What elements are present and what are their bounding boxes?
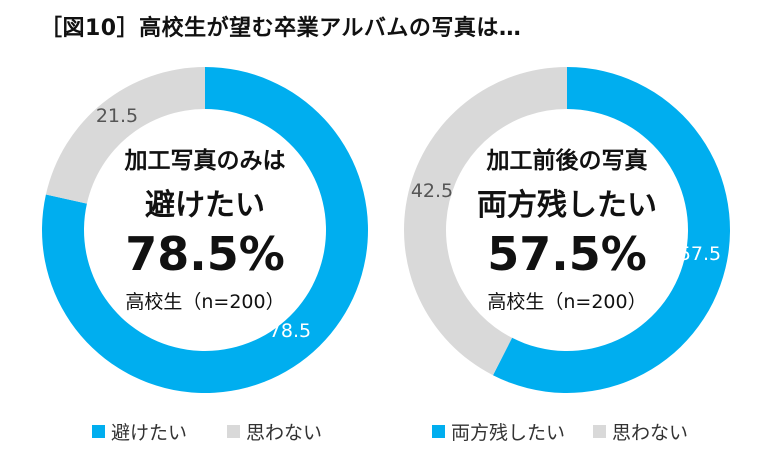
legend-right: 両方残したい 思わない	[432, 418, 688, 445]
center-percentage: 78.5%	[125, 227, 285, 281]
center-answer: 両方残したい	[477, 188, 657, 223]
legend-swatch-blue	[432, 425, 445, 438]
legend-label: 思わない	[246, 422, 323, 444]
donut-slice-blue	[492, 67, 730, 393]
legend-label: 両方残したい	[451, 422, 566, 444]
donut-slice-gray	[404, 67, 567, 376]
data-label: 42.5	[411, 180, 453, 202]
donut-slice-gray	[45, 67, 205, 204]
legend-label: 避けたい	[111, 422, 188, 444]
data-label: 57.5	[679, 243, 721, 265]
center-answer: 避けたい	[145, 188, 265, 223]
legend-label: 思わない	[612, 422, 689, 444]
center-subtitle: 加工前後の写真	[486, 147, 648, 174]
legend-swatch-gray	[227, 425, 241, 438]
center-sample-note: 高校生（n=200）	[125, 291, 284, 313]
legend-swatch-blue	[92, 425, 105, 438]
legend-left: 避けたい 思わない	[92, 418, 322, 445]
legend-swatch-gray	[593, 425, 607, 438]
data-label: 21.5	[96, 105, 138, 127]
chart-title: ［図10］高校生が望む卒業アルバムの写真は…	[40, 16, 522, 41]
center-sample-note: 高校生（n=200）	[487, 291, 646, 313]
data-label: 78.5	[269, 320, 311, 342]
center-percentage: 57.5%	[487, 227, 647, 281]
center-subtitle: 加工写真のみは	[124, 147, 286, 174]
